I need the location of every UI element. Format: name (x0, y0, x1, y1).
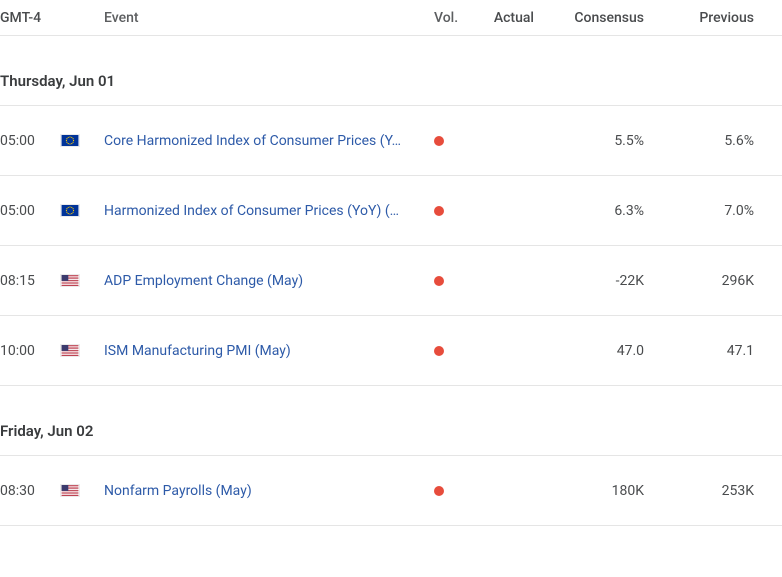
event-flag (60, 134, 104, 147)
day-header: Friday, Jun 02 (0, 386, 782, 456)
event-flag (60, 204, 104, 217)
us-flag-icon (60, 274, 80, 287)
event-flag (60, 344, 104, 357)
event-row: 08:15 ADP Employment Change (May) -22K296K (0, 246, 782, 316)
event-name-link[interactable]: ADP Employment Change (May) (104, 273, 434, 289)
event-consensus: 47.0 (540, 343, 650, 359)
volatility-dot-icon (434, 486, 444, 496)
event-consensus: 180K (540, 483, 650, 499)
event-previous: 5.6% (650, 133, 760, 149)
event-time: 08:15 (0, 273, 60, 289)
event-time: 08:30 (0, 483, 60, 499)
header-previous: Previous (650, 10, 760, 26)
event-name-link[interactable]: Core Harmonized Index of Consumer Prices… (104, 133, 434, 149)
econ-calendar: GMT-4 Event Vol. Actual Consensus Previo… (0, 0, 782, 526)
event-previous: 47.1 (650, 343, 760, 359)
event-consensus: 5.5% (540, 133, 650, 149)
header-timezone: GMT-4 (0, 10, 60, 26)
event-name-link[interactable]: ISM Manufacturing PMI (May) (104, 343, 434, 359)
event-volatility (434, 136, 470, 146)
event-previous: 253K (650, 483, 760, 499)
header-event: Event (104, 10, 434, 26)
volatility-dot-icon (434, 136, 444, 146)
event-flag (60, 274, 104, 287)
event-row: 08:30 Nonfarm Payrolls (May) 180K253K (0, 456, 782, 526)
event-consensus: 6.3% (540, 203, 650, 219)
event-volatility (434, 276, 470, 286)
header-consensus: Consensus (540, 10, 650, 26)
event-row: 05:00 Core Harmonized Index of Consumer P… (0, 106, 782, 176)
event-row: 10:00 ISM Manufacturing PMI (May) 47.047.1 (0, 316, 782, 386)
event-volatility (434, 206, 470, 216)
event-flag (60, 484, 104, 497)
event-consensus: -22K (540, 273, 650, 289)
event-volatility (434, 486, 470, 496)
us-flag-icon (60, 484, 80, 497)
event-time: 05:00 (0, 133, 60, 149)
event-time: 05:00 (0, 203, 60, 219)
volatility-dot-icon (434, 206, 444, 216)
day-header: Thursday, Jun 01 (0, 36, 782, 106)
volatility-dot-icon (434, 346, 444, 356)
event-name-link[interactable]: Harmonized Index of Consumer Prices (YoY… (104, 203, 434, 219)
header-row: GMT-4 Event Vol. Actual Consensus Previo… (0, 0, 782, 36)
event-time: 10:00 (0, 343, 60, 359)
eu-flag-icon (60, 134, 80, 147)
event-previous: 7.0% (650, 203, 760, 219)
header-vol: Vol. (434, 10, 470, 26)
event-volatility (434, 346, 470, 356)
volatility-dot-icon (434, 276, 444, 286)
eu-flag-icon (60, 204, 80, 217)
event-name-link[interactable]: Nonfarm Payrolls (May) (104, 483, 434, 499)
header-actual: Actual (470, 10, 540, 26)
event-previous: 296K (650, 273, 760, 289)
event-row: 05:00 Harmonized Index of Consumer Prices… (0, 176, 782, 246)
us-flag-icon (60, 344, 80, 357)
